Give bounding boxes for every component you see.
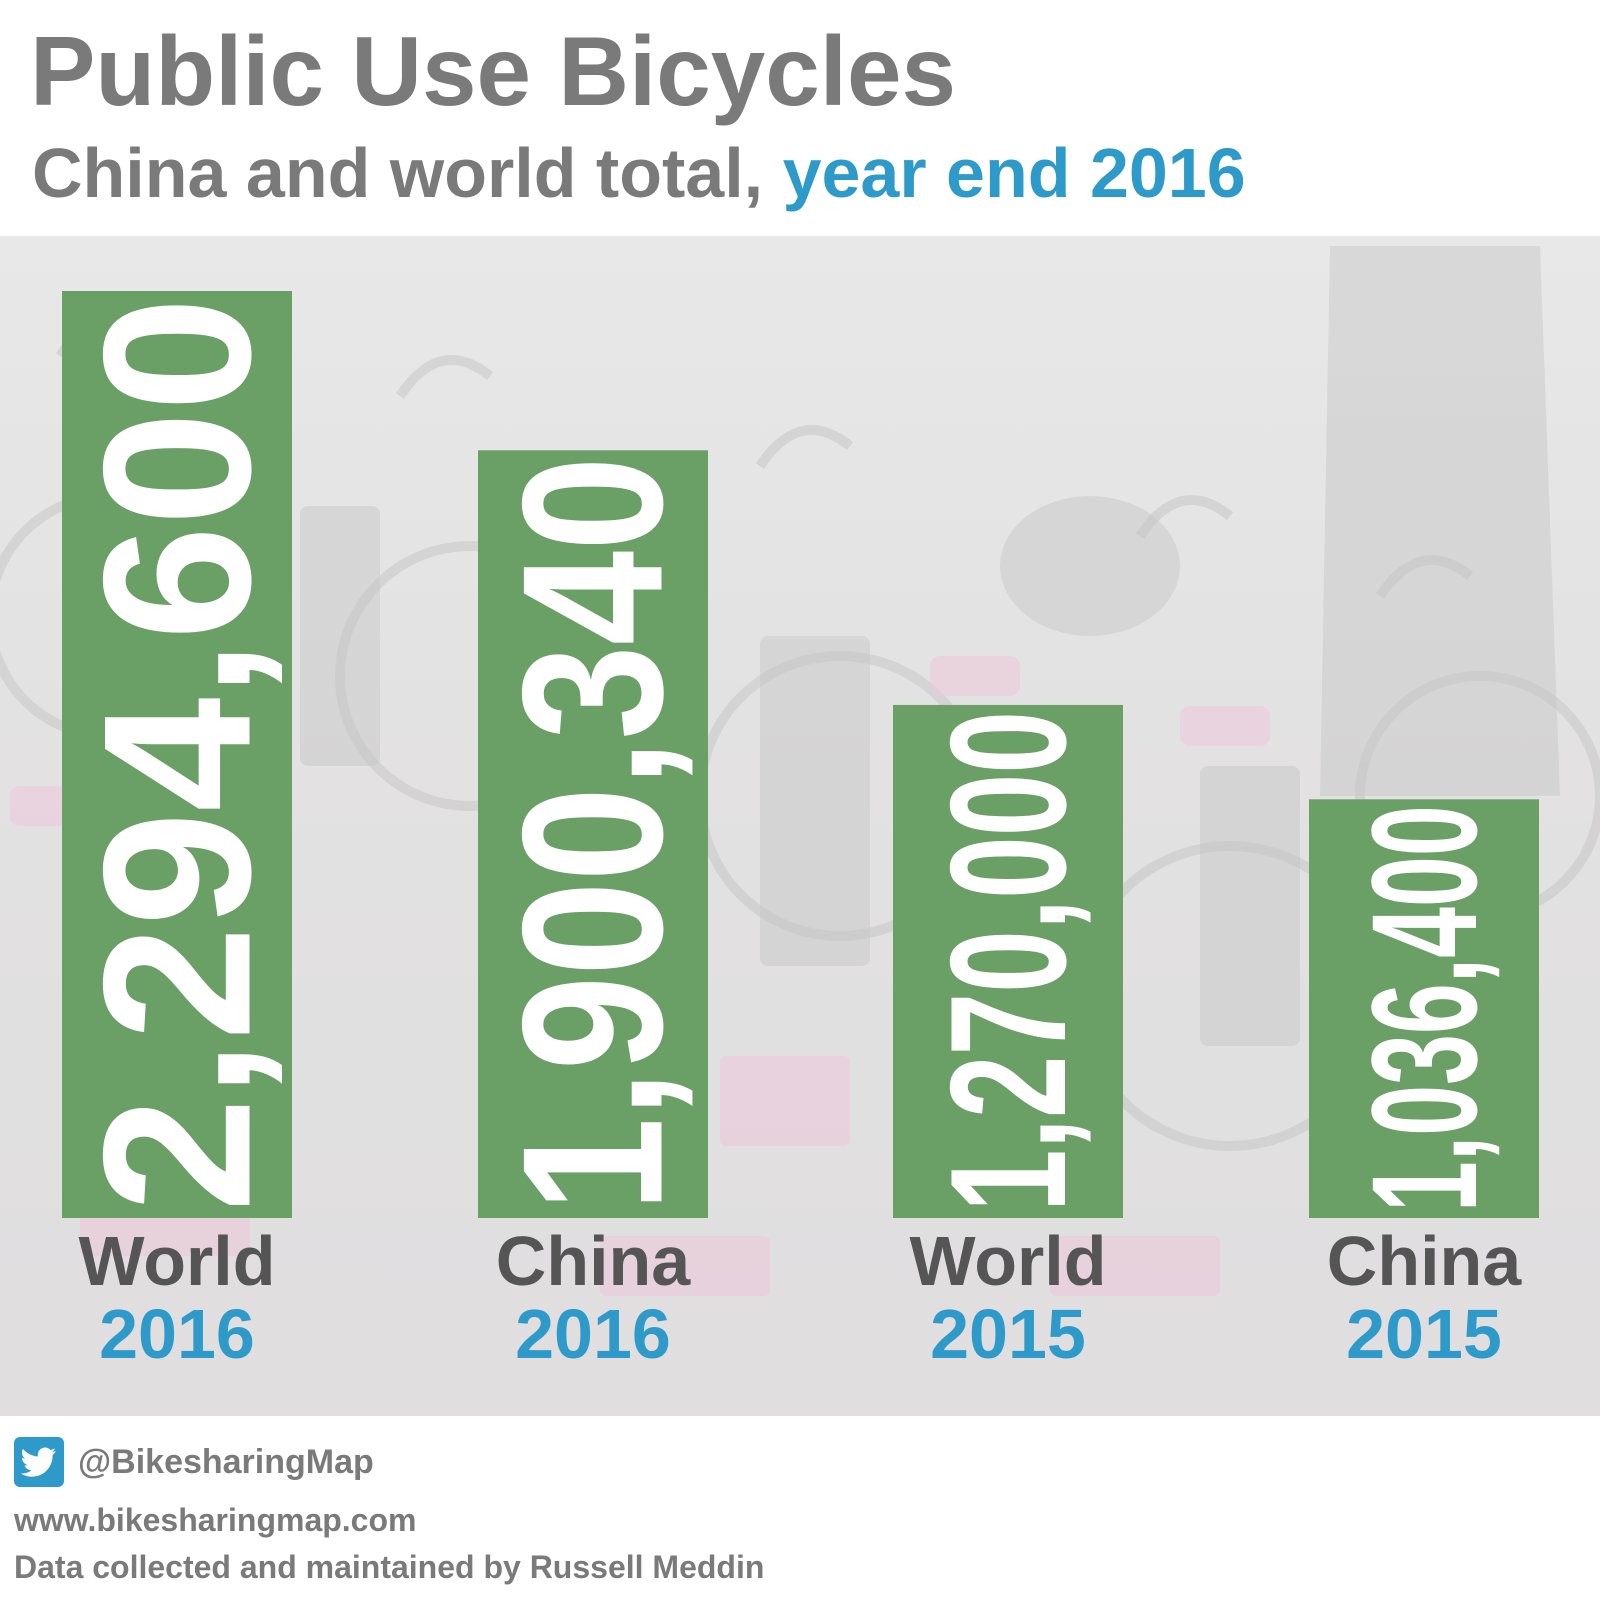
year-label-2: 2016 bbox=[515, 1295, 671, 1373]
category-label-4: China bbox=[1327, 1222, 1523, 1300]
twitter-row[interactable]: @BikesharingMap bbox=[14, 1437, 374, 1487]
twitter-handle[interactable]: @BikesharingMap bbox=[78, 1442, 374, 1481]
bar-value-label-1: 2,294,600 bbox=[60, 297, 295, 1212]
footer: @BikesharingMap bbox=[14, 1437, 374, 1487]
bar-4 bbox=[1309, 799, 1539, 1218]
category-label-2: China bbox=[496, 1222, 692, 1300]
category-label-3: World bbox=[909, 1222, 1106, 1300]
year-label-1: 2016 bbox=[99, 1295, 255, 1373]
category-label-1: World bbox=[78, 1222, 275, 1300]
website-link[interactable]: www.bikesharingmap.com bbox=[14, 1502, 417, 1538]
bar-value-label-3: 1,270,000 bbox=[916, 711, 1100, 1212]
data-credit: Data collected and maintained by Russell… bbox=[14, 1549, 765, 1585]
bar-value-label-4: 1,036,400 bbox=[1340, 805, 1508, 1212]
bar-value-label-2: 1,900,340 bbox=[482, 456, 705, 1212]
subtitle-accent: year end 2016 bbox=[782, 134, 1246, 212]
twitter-bird-icon[interactable] bbox=[14, 1437, 64, 1487]
subtitle-main: China and world total, bbox=[32, 134, 764, 212]
bar-1 bbox=[62, 291, 292, 1218]
chart-subtitle: China and world total, year end 2016 bbox=[32, 138, 1246, 208]
year-label-4: 2015 bbox=[1346, 1295, 1502, 1373]
bar-2 bbox=[478, 450, 708, 1218]
bar-3 bbox=[893, 704, 1123, 1218]
bar-chart: 2,294,600World20161,900,340China20161,27… bbox=[60, 291, 1539, 1373]
year-label-3: 2015 bbox=[930, 1295, 1086, 1373]
chart-title: Public Use Bicycles bbox=[30, 16, 957, 126]
